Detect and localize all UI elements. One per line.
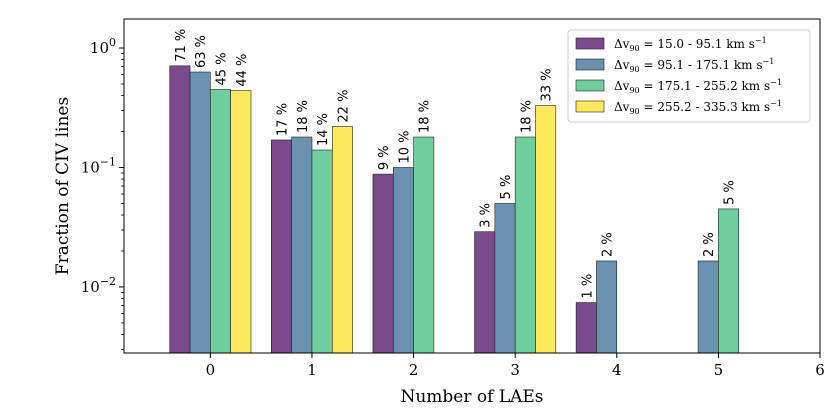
legend-swatch bbox=[575, 37, 605, 50]
legend-entry: Δv90 = 175.1 - 255.2 km s−1 bbox=[614, 78, 782, 95]
bar-series-3-x1 bbox=[311, 149, 333, 354]
bar-series-1-x2 bbox=[372, 173, 394, 354]
bar-label: 2 % bbox=[601, 232, 616, 257]
x-tick-label: 0 bbox=[206, 361, 216, 379]
bar-label: 5 % bbox=[723, 180, 738, 205]
x-tick-label: 4 bbox=[612, 361, 622, 379]
bar-series-4-x0 bbox=[230, 90, 252, 354]
bar-label: 22 % bbox=[336, 90, 351, 123]
bar-label: 18 % bbox=[418, 100, 433, 133]
bar-series-2-x3 bbox=[494, 203, 516, 354]
x-tick-label: 2 bbox=[409, 361, 419, 379]
bars-group bbox=[169, 65, 740, 354]
legend: Δv90 = 15.0 - 95.1 km s−1 Δv90 = 95.1 - 1… bbox=[567, 29, 811, 123]
bar-label: 3 % bbox=[479, 203, 494, 228]
bar-series-3-x2 bbox=[413, 136, 435, 354]
bar-series-1-x0 bbox=[169, 65, 191, 354]
bar-series-3-x0 bbox=[210, 89, 231, 354]
legend-frame bbox=[567, 29, 811, 123]
bar-label: 14 % bbox=[316, 113, 331, 146]
bar-series-1-x1 bbox=[271, 139, 292, 354]
bar-series-2-x2 bbox=[392, 167, 414, 354]
y-tick-label: 10−2 bbox=[81, 275, 116, 296]
legend-entry: Δv90 = 255.2 - 335.3 km s−1 bbox=[614, 99, 782, 116]
bar-series-3-x3 bbox=[514, 136, 536, 354]
bar-series-1-x4 bbox=[575, 302, 597, 354]
bar-label: 17 % bbox=[275, 103, 290, 136]
bar-label: 18 % bbox=[296, 100, 311, 133]
bar-label: 18 % bbox=[519, 100, 534, 133]
bar-label: 71 % bbox=[174, 29, 189, 62]
bar-label: 10 % bbox=[397, 130, 412, 163]
bar-series-2-x5 bbox=[697, 260, 719, 354]
bar-label: 44 % bbox=[235, 54, 250, 87]
bar-series-2-x1 bbox=[291, 136, 313, 354]
legend-swatch bbox=[575, 79, 605, 92]
y-tick-label: 10−1 bbox=[81, 155, 116, 176]
bar-label: 5 % bbox=[499, 175, 514, 200]
bar-label: 9 % bbox=[377, 145, 392, 170]
bar-label: 63 % bbox=[194, 35, 209, 68]
y-tick-label: 100 bbox=[90, 36, 116, 57]
x-tick-label: 1 bbox=[307, 361, 317, 379]
bar-label: 33 % bbox=[540, 69, 555, 102]
legend-swatch bbox=[575, 100, 605, 113]
bar-label: 1 % bbox=[580, 274, 595, 299]
bar-label: 45 % bbox=[215, 52, 230, 85]
bar-series-2-x0 bbox=[189, 71, 211, 354]
x-tick-label: 3 bbox=[510, 361, 520, 379]
legend-entry: Δv90 = 15.0 - 95.1 km s−1 bbox=[614, 36, 767, 53]
x-tick-label: 5 bbox=[714, 361, 724, 379]
x-axis-title: Number of LAEs bbox=[400, 387, 543, 407]
bar-series-2-x4 bbox=[596, 260, 618, 354]
bar-series-3-x5 bbox=[718, 208, 740, 354]
bar-series-4-x3 bbox=[535, 105, 557, 354]
legend-entry: Δv90 = 95.1 - 175.1 km s−1 bbox=[614, 57, 774, 74]
bar-label: 2 % bbox=[702, 232, 717, 257]
legend-swatch bbox=[575, 58, 605, 71]
bar-series-4-x1 bbox=[331, 126, 353, 354]
x-tick-label: 6 bbox=[815, 361, 825, 379]
bar-labels-group: 71 % 17 % 9 % 3 % 1 % 63 % 18 % 10 % 5 % 2 % 2 % 45… bbox=[174, 29, 738, 299]
axes-group: 0 1 2 3 4 5 6 100 10−1 10−2 bbox=[81, 36, 825, 379]
bar-series-1-x3 bbox=[474, 231, 496, 354]
y-axis-title: Fraction of CIV lines bbox=[53, 97, 73, 275]
